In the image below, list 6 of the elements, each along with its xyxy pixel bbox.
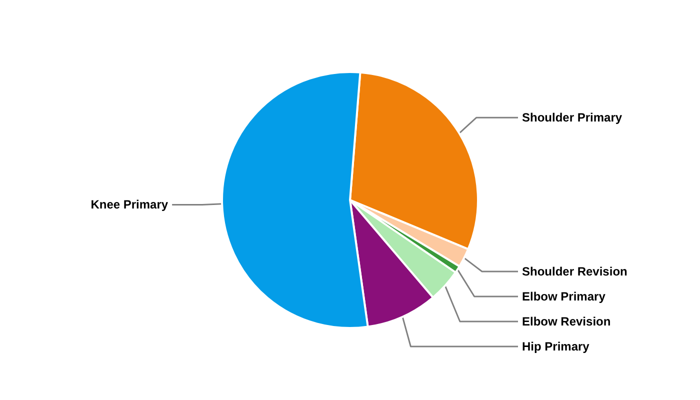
slice-label: Shoulder Revision — [522, 264, 628, 278]
slice-label: Elbow Primary — [522, 289, 606, 304]
slice-label: Hip Primary — [522, 339, 590, 354]
slice-label: Knee Primary — [90, 198, 168, 212]
slice-label: Shoulder Primary — [522, 110, 622, 125]
slice-label: Elbow Revision — [522, 314, 611, 328]
